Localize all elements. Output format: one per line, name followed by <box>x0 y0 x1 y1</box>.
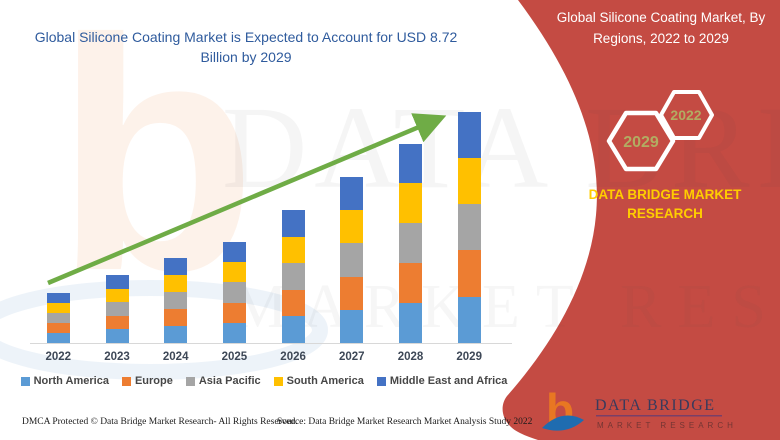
logo-divider <box>596 415 722 417</box>
hexagon-2029-label: 2029 <box>623 134 659 151</box>
legend-item-middle-east-and-africa: Middle East and Africa <box>376 375 508 387</box>
bar-segment-europe <box>281 289 305 317</box>
bar-2023 <box>105 275 129 343</box>
bar-segment-north-america <box>222 322 246 343</box>
bar-segment-middle-east-and-africa <box>399 143 422 184</box>
bar-segment-north-america <box>457 296 481 343</box>
legend-item-north-america: North America <box>20 375 109 387</box>
bar-segment-south-america <box>340 210 364 244</box>
bar-segment-asia-pacific <box>222 282 246 303</box>
bar-segment-south-america <box>164 274 188 292</box>
bar-segment-middle-east-and-africa <box>222 241 246 263</box>
legend-swatch-icon <box>185 376 195 386</box>
hexagon-2022: 2022 <box>659 90 714 140</box>
bar-segment-north-america <box>340 309 364 343</box>
legend-item-europe: Europe <box>121 375 173 387</box>
bar-segment-middle-east-and-africa <box>46 292 70 303</box>
legend-item-south-america: South America <box>273 375 364 387</box>
bar-segment-europe <box>222 302 246 323</box>
bar-segment-asia-pacific <box>164 291 188 309</box>
bar-segment-europe <box>340 276 364 310</box>
bar-segment-south-america <box>399 183 422 224</box>
legend-swatch-icon <box>273 376 283 386</box>
sidebar-title: Global Silicone Coating Market, By Regio… <box>556 10 766 46</box>
bar-segment-asia-pacific <box>46 312 70 323</box>
bar-segment-asia-pacific <box>281 263 305 290</box>
hexagon-2029: 2029 <box>606 110 676 172</box>
bar-segment-asia-pacific <box>399 223 422 264</box>
bar-segment-north-america <box>281 316 305 343</box>
brand-name: DATA BRIDGE MARKET RESEARCH <box>588 187 742 221</box>
bar-segment-middle-east-and-africa <box>105 275 129 289</box>
footer-copyright: DMCA Protected © Data Bridge Market Rese… <box>22 417 298 427</box>
legend-label: Asia Pacific <box>198 375 261 387</box>
x-axis-label-2027: 2027 <box>339 351 365 363</box>
bar-segment-south-america <box>46 302 70 313</box>
x-axis-label-2026: 2026 <box>280 351 306 363</box>
bar-segment-europe <box>164 308 188 326</box>
bar-segment-europe <box>46 322 70 333</box>
bar-2024 <box>164 257 188 343</box>
bar-segment-middle-east-and-africa <box>457 111 481 158</box>
data-bridge-logo: b DATA BRIDGE MARKET RESEARCH <box>542 384 737 436</box>
x-axis-label-2025: 2025 <box>221 351 248 363</box>
x-axis-label-2024: 2024 <box>162 351 189 363</box>
bar-2026 <box>281 210 305 343</box>
hexagon-2022-label: 2022 <box>670 107 701 123</box>
bar-segment-asia-pacific <box>340 243 364 277</box>
bar-segment-middle-east-and-africa <box>281 210 305 237</box>
bar-segment-south-america <box>281 236 305 264</box>
legend-label: Europe <box>134 375 173 387</box>
bar-segment-south-america <box>222 262 246 283</box>
bar-2025 <box>222 241 246 343</box>
legend-swatch-icon <box>20 376 30 386</box>
bar-segment-europe <box>457 250 481 297</box>
bar-2027 <box>340 176 364 343</box>
x-axis-label-2028: 2028 <box>397 351 424 363</box>
legend-swatch-icon <box>121 376 131 386</box>
logo-wordmark: DATA BRIDGE <box>595 397 716 414</box>
bar-segment-europe <box>399 263 422 304</box>
legend-label: South America <box>286 375 364 387</box>
logo-subtext: MARKET RESEARCH <box>597 421 737 430</box>
x-axis-line <box>30 343 512 344</box>
x-axis-label-2022: 2022 <box>45 351 72 363</box>
chart-legend: North America Europe Asia Pacific South Ame… <box>14 375 514 387</box>
legend-label: North America <box>33 375 109 387</box>
bar-segment-asia-pacific <box>105 302 129 316</box>
chart-title: Global Silicone Coating Market is Expect… <box>34 29 458 66</box>
x-axis-label-2023: 2023 <box>104 351 130 363</box>
bar-segment-asia-pacific <box>457 204 481 251</box>
bar-segment-middle-east-and-africa <box>340 176 364 210</box>
bar-segment-north-america <box>46 332 70 343</box>
bar-segment-middle-east-and-africa <box>164 257 188 275</box>
bar-segment-europe <box>105 315 129 330</box>
bar-segment-north-america <box>105 329 129 343</box>
bar-2028 <box>399 143 422 343</box>
legend-swatch-icon <box>376 376 386 386</box>
bar-segment-south-america <box>105 288 129 303</box>
legend-label: Middle East and Africa <box>389 375 508 387</box>
logo-blue-swoosh-icon <box>542 415 584 431</box>
footer-source: Source: Data Bridge Market Research Mark… <box>277 417 533 427</box>
bar-segment-north-america <box>164 325 188 343</box>
bar-2029 <box>457 111 481 343</box>
legend-item-asia-pacific: Asia Pacific <box>185 375 261 387</box>
bar-2022 <box>46 292 70 343</box>
bar-segment-south-america <box>457 157 481 205</box>
bar-segment-north-america <box>399 303 422 343</box>
x-axis-label-2029: 2029 <box>456 351 482 363</box>
